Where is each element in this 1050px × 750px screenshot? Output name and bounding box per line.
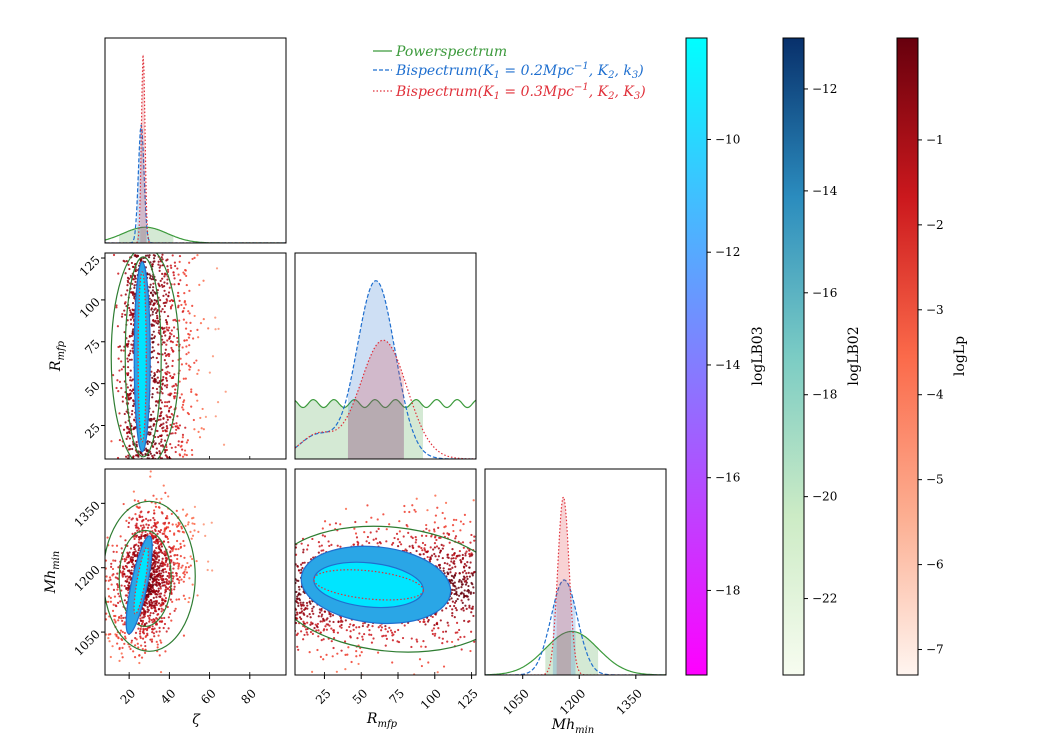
xtick-label-Rmfp-2: 75 (386, 686, 407, 707)
colorbar-logLB02-tick-label-5: −22 (812, 592, 837, 606)
panel-mhmin-vs-zeta (104, 468, 287, 676)
marginal-Rmfp-series-0 (295, 398, 476, 459)
colorbar-logLB02-tick-label-4: −20 (812, 490, 837, 504)
colorbar-logLB02-label: logLB02 (846, 326, 862, 385)
colorbar-logLp-tick-label-0: −1 (926, 133, 944, 147)
colorbar-logLB03: −10 −12 −14 −16 −18 logLB03 (685, 37, 766, 676)
xtick-label-zeta-2: 60 (198, 686, 219, 707)
marginal-zeta-series-2 (105, 53, 286, 243)
colorbar-logLB03-gradient (685, 37, 708, 676)
scatter-Rmfp-vs-zeta (110, 253, 227, 459)
colorbar-logLp-tick-label-6: −7 (926, 643, 944, 657)
colorbar-logLB02-gradient (782, 37, 805, 676)
xtick-label-Rmfp-3: 100 (418, 686, 444, 712)
marginal-zeta-series-1 (105, 124, 286, 243)
xtick-label-Rmfp-4: 125 (455, 686, 481, 712)
panel-rmfp-marginal (294, 252, 477, 460)
panel-zeta-marginal (104, 37, 287, 244)
marginals-layer (105, 53, 666, 675)
colorbar-logLp: −1 −2 −3 −4 −5 −6 −7 logLp (896, 37, 968, 676)
ytick-label-Rmfp-4: 125 (77, 253, 103, 279)
xtick-label-Rmfp-0: 25 (313, 686, 334, 707)
xtick-label-Mhmin-2: 1350 (614, 686, 645, 717)
xtick-label-zeta-1: 40 (158, 686, 179, 707)
ytick-label-Mhmin-2: 1350 (71, 498, 102, 529)
colorbar-logLB03-tick-label-2: −14 (715, 358, 741, 372)
scatter-layer (105, 253, 476, 675)
xtick-label-Mhmin-1: 1200 (557, 686, 588, 717)
colorbar-logLB02-tick-label-2: −16 (812, 286, 837, 300)
legend: Powerspectrum Bispectrum(K1 = 0.2Mpc−1, … (373, 44, 646, 102)
colorbar-logLp-tick-label-3: −4 (926, 388, 944, 402)
marginal-Mhmin-series-0 (485, 630, 666, 675)
colorbar-logLp-tick-label-4: −5 (926, 473, 944, 487)
ytick-label-Rmfp-1: 50 (82, 379, 103, 400)
colorbar-logLB03-tick-label-4: −18 (715, 583, 740, 597)
xlabel-rmfp: Rmfp (366, 711, 398, 730)
marginal-Mhmin-series-2 (485, 496, 666, 675)
colorbar-logLB03-label: logLB03 (750, 326, 766, 385)
colorbar-logLp-tick-label-2: −3 (926, 303, 944, 317)
ylabel-rmfp: Rmfp (48, 340, 67, 372)
colorbar-logLB03-tick-label-1: −12 (715, 245, 740, 259)
ytick-label-Rmfp-2: 75 (82, 337, 103, 358)
marginal-Rmfp-series-2 (295, 339, 476, 459)
xtick-label-zeta-0: 20 (118, 686, 139, 707)
scatter-Mhmin-vs-Rmfp (295, 494, 476, 675)
ytick-label-Mhmin-0: 1050 (71, 627, 102, 658)
panel-rmfp-vs-zeta (104, 252, 287, 460)
ytick-label-Rmfp-3: 100 (77, 295, 103, 321)
colorbar-logLB02-tick-label-1: −14 (812, 184, 838, 198)
panel-mhmin-vs-rmfp (294, 468, 477, 676)
marginal-Mhmin-series-1 (485, 579, 666, 675)
ytick-label-Rmfp-0: 25 (82, 421, 103, 442)
xtick-label-Rmfp-1: 50 (350, 686, 371, 707)
xtick-label-Mhmin-0: 1050 (500, 686, 531, 717)
colorbar-logLB03-tick-label-3: −16 (715, 471, 740, 485)
legend-label-bispectrum-03: Bispectrum(K1 = 0.3Mpc−1, K2, K3) (395, 82, 646, 102)
xtick-label-zeta-3: 80 (238, 686, 259, 707)
colorbar-logLp-label: logLp (952, 336, 968, 376)
xlabel-zeta: ζ (192, 712, 201, 728)
ytick-label-Mhmin-1: 1200 (71, 563, 102, 594)
ylabel-mhmin: Mhmin (43, 551, 62, 594)
colorbar-logLB03-tick-label-0: −10 (715, 132, 740, 146)
marginal-zeta-series-0 (105, 226, 286, 243)
colorbar-logLB02-tick-label-0: −12 (812, 82, 837, 96)
colorbar-logLB02-tick-label-3: −18 (812, 388, 837, 402)
legend-label-bispectrum-02: Bispectrum(K1 = 0.2Mpc−1, K2, k3) (395, 61, 644, 81)
xlabel-mhmin: Mhmin (551, 717, 594, 736)
panel-frames (104, 37, 667, 676)
colorbar-logLp-tick-label-5: −6 (926, 558, 944, 572)
scatter-Mhmin-vs-zeta (105, 470, 214, 674)
panel-mhmin-marginal (484, 468, 667, 676)
legend-label-powerspectrum: Powerspectrum (395, 44, 507, 60)
colorbar-logLp-gradient (896, 37, 919, 676)
colorbar-logLp-tick-label-1: −2 (926, 218, 944, 232)
colorbar-logLB02: −12 −14 −16 −18 −20 −22 logLB02 (782, 37, 862, 676)
